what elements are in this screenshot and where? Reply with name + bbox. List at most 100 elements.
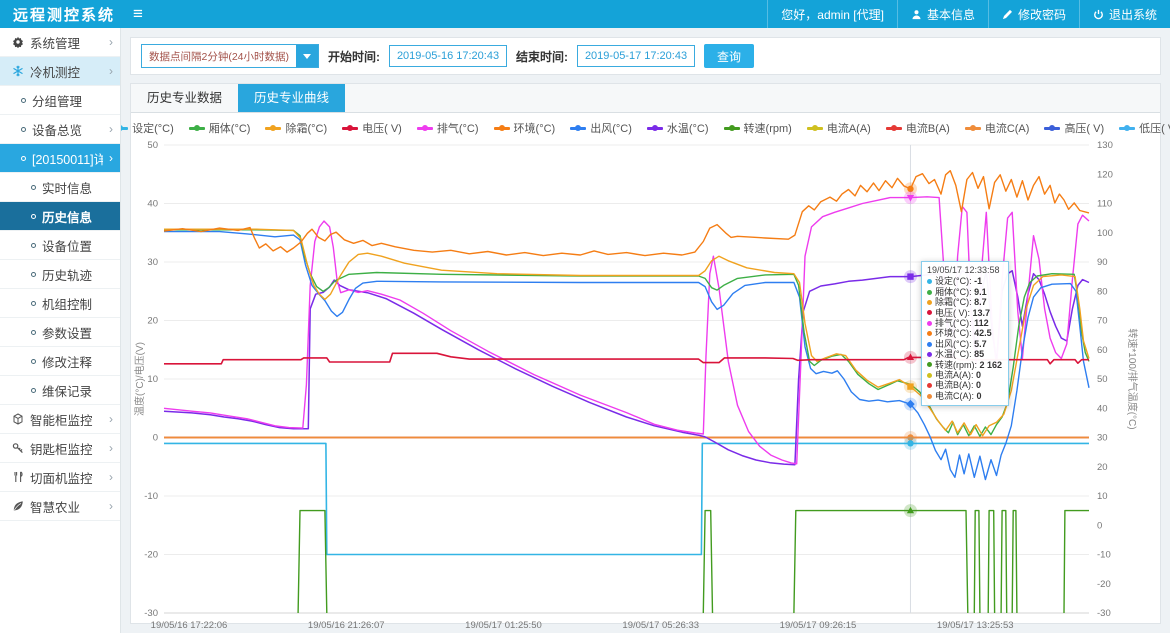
sidebar-item[interactable]: 修改注释: [0, 347, 120, 376]
svg-text:120: 120: [1097, 169, 1113, 180]
user-greeting: 您好，admin [代理]: [767, 0, 897, 28]
sidebar-item[interactable]: 实时信息: [0, 173, 120, 202]
chevron-right-icon: ›: [109, 122, 113, 136]
legend-item[interactable]: 水温(°C): [647, 120, 709, 136]
svg-text:110: 110: [1097, 199, 1112, 210]
series-dot-icon: [927, 279, 932, 284]
tooltip-row: 厢体(°C): 9.1: [927, 287, 1003, 297]
svg-text:30: 30: [1097, 433, 1108, 444]
chevron-right-icon: ›: [109, 412, 113, 426]
legend-item[interactable]: 转速(rpm): [724, 120, 792, 136]
sidebar-item[interactable]: 系统管理›: [0, 28, 120, 57]
svg-text:-10: -10: [1097, 550, 1111, 561]
legend-marker-icon: [189, 127, 205, 130]
legend-marker-icon: [1044, 127, 1060, 130]
tooltip-row: 电流A(A): 0: [927, 370, 1003, 380]
series-line: [1001, 511, 1007, 613]
sidebar-item-label: 维保记录: [42, 381, 92, 400]
svg-text:-30: -30: [144, 608, 158, 619]
tooltip-time: 19/05/17 12:33:58: [927, 265, 1003, 275]
machine-icon: [11, 471, 24, 484]
sidebar-item[interactable]: 智能柜监控›: [0, 405, 120, 434]
sidebar-item-label: 系统管理: [30, 33, 80, 52]
svg-text:10: 10: [1097, 491, 1108, 502]
interval-select-value: 数据点间隔2分钟(24小时数据): [142, 49, 296, 64]
sidebar-item[interactable]: 维保记录: [0, 376, 120, 405]
series-line: [703, 511, 712, 613]
series-dot-icon: [927, 362, 932, 367]
sidebar-item[interactable]: 分组管理: [0, 86, 120, 115]
start-time-input[interactable]: [389, 45, 507, 67]
sidebar-item[interactable]: 机组控制: [0, 289, 120, 318]
legend-marker-icon: [724, 127, 740, 130]
main-content: 数据点间隔2分钟(24小时数据) 开始时间: 结束时间: 查询 历史专业数据 历…: [121, 28, 1170, 633]
legend-marker-icon: [265, 127, 281, 130]
legend-item[interactable]: 低压( V): [1119, 120, 1170, 136]
svg-text:90: 90: [1097, 257, 1108, 268]
header-menu-logout[interactable]: 退出系统: [1079, 0, 1170, 28]
chevron-right-icon: ›: [109, 499, 113, 513]
sidebar-item-label: 实时信息: [42, 178, 92, 197]
chevron-down-icon[interactable]: [296, 45, 318, 67]
sidebar-item-label: 冷机测控: [30, 62, 80, 81]
sidebar-item[interactable]: 钥匙柜监控›: [0, 434, 120, 463]
interval-select[interactable]: 数据点间隔2分钟(24小时数据): [141, 44, 319, 68]
series-dot-icon: [927, 310, 932, 315]
sidebar-item[interactable]: 历史轨迹: [0, 260, 120, 289]
bullet-icon: [31, 330, 36, 335]
series-dot-icon: [927, 300, 932, 305]
series-line: [298, 511, 327, 613]
header-menu-change-password[interactable]: 修改密码: [988, 0, 1079, 28]
legend-item[interactable]: 电流C(A): [965, 120, 1030, 136]
query-button[interactable]: 查询: [704, 44, 754, 68]
legend-item[interactable]: 厢体(°C): [189, 120, 251, 136]
legend-item[interactable]: 设定(°C): [112, 120, 174, 136]
leaf-icon: [11, 500, 24, 513]
legend-marker-icon: [417, 127, 433, 130]
sidebar-item[interactable]: [20150011]详情›: [0, 144, 120, 173]
sidebar-item-label: 智慧农业: [30, 497, 80, 516]
sidebar-item[interactable]: 设备总览›: [0, 115, 120, 144]
legend-item[interactable]: 电流B(A): [886, 120, 950, 136]
legend-item[interactable]: 电压( V): [342, 120, 402, 136]
legend-item[interactable]: 高压( V): [1044, 120, 1104, 136]
svg-text:19/05/16 21:26:07: 19/05/16 21:26:07: [308, 620, 385, 631]
legend-item[interactable]: 电流A(A): [807, 120, 871, 136]
sidebar-item-label: 历史信息: [42, 207, 92, 226]
tab-history-curve[interactable]: 历史专业曲线: [238, 84, 345, 112]
sidebar-item[interactable]: 参数设置: [0, 318, 120, 347]
header-menu-basic-info[interactable]: 基本信息: [897, 0, 988, 28]
legend-marker-icon: [807, 127, 823, 130]
legend-item[interactable]: 出风(°C): [570, 120, 632, 136]
series-line: [988, 511, 994, 613]
legend-item[interactable]: 除霜(°C): [265, 120, 327, 136]
sidebar-item[interactable]: 冷机测控›: [0, 57, 120, 86]
bullet-icon: [21, 127, 26, 132]
sidebar-item[interactable]: 设备位置: [0, 231, 120, 260]
svg-text:19/05/17 13:25:53: 19/05/17 13:25:53: [937, 620, 1014, 631]
svg-text:60: 60: [1097, 345, 1108, 356]
chart-svg: -30-20-1001020304050-30-20-1001020304050…: [134, 137, 1170, 633]
legend-marker-icon: [965, 127, 981, 130]
svg-text:-30: -30: [1097, 608, 1111, 619]
gear-icon: [11, 36, 24, 49]
tab-history-data[interactable]: 历史专业数据: [131, 84, 238, 112]
sidebar-item-label: 切面机监控: [30, 468, 93, 487]
legend-marker-icon: [494, 127, 510, 130]
legend-marker-icon: [342, 127, 358, 130]
legend-item[interactable]: 环境(°C): [494, 120, 556, 136]
sidebar-item[interactable]: 切面机监控›: [0, 463, 120, 492]
menu-toggle-icon[interactable]: ≡: [121, 4, 155, 24]
end-time-input[interactable]: [577, 45, 695, 67]
sidebar-item[interactable]: 历史信息: [0, 202, 120, 231]
sidebar-item[interactable]: 智慧农业 ›: [0, 492, 120, 521]
edit-icon: [1002, 9, 1013, 20]
svg-text:70: 70: [1097, 316, 1108, 327]
legend-marker-icon: [647, 127, 663, 130]
svg-text:30: 30: [147, 257, 158, 268]
sidebar-item-label: 参数设置: [42, 323, 92, 342]
bullet-icon: [31, 185, 36, 190]
bullet-icon: [31, 214, 36, 219]
legend-item[interactable]: 排气(°C): [417, 120, 479, 136]
svg-text:50: 50: [147, 140, 158, 151]
